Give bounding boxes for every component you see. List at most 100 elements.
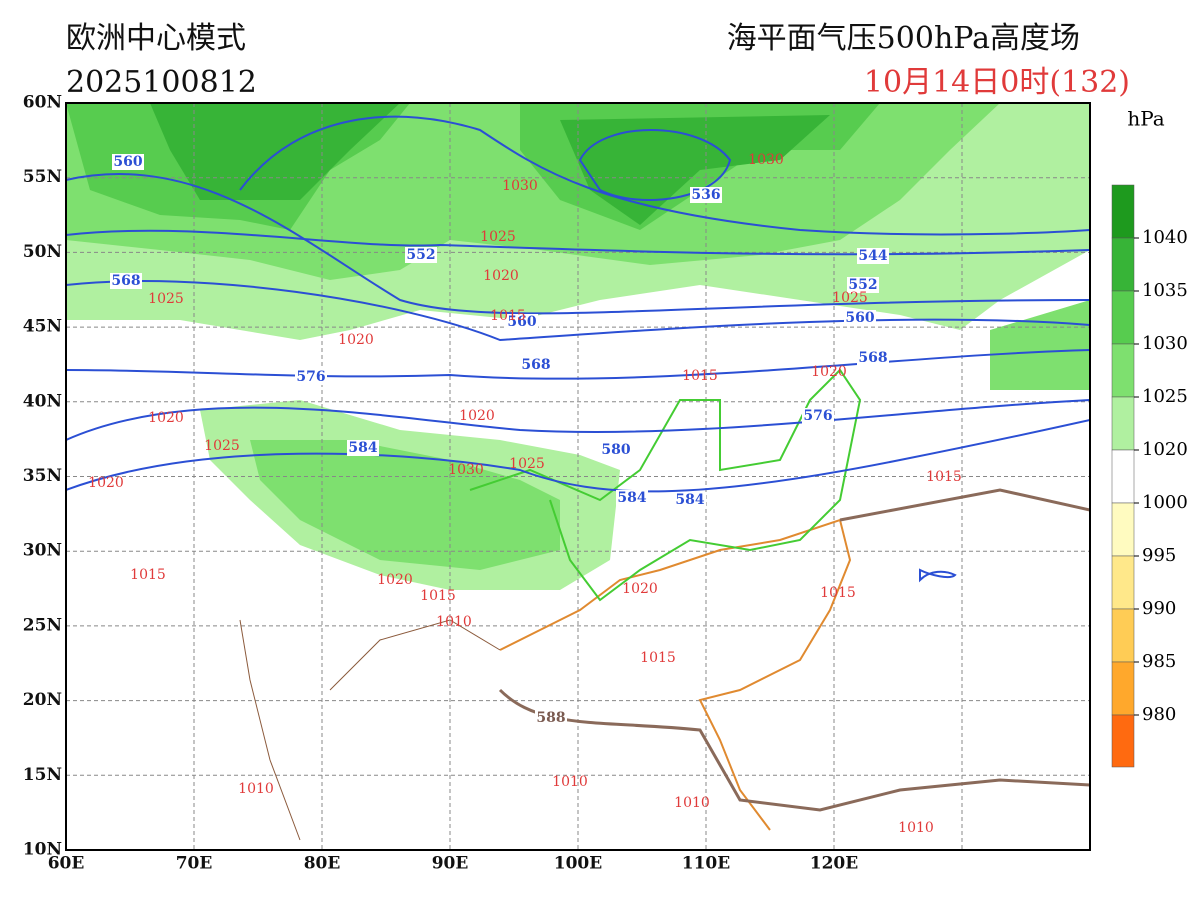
height-label: 584 bbox=[675, 492, 704, 508]
pressure-label: 1020 bbox=[377, 572, 413, 588]
colorbar-bin bbox=[1111, 290, 1135, 345]
label-bg bbox=[600, 442, 632, 458]
pressure-label: 1030 bbox=[748, 152, 784, 168]
label-bg bbox=[674, 492, 706, 508]
pressure-label: 1015 bbox=[130, 567, 166, 583]
pressure-label: 1020 bbox=[811, 364, 847, 380]
pressure-label: 1025 bbox=[509, 456, 545, 472]
colorbar-bin bbox=[1111, 661, 1135, 716]
pressure-label: 1015 bbox=[420, 588, 456, 604]
lon-label: 70E bbox=[176, 854, 213, 874]
map-frame bbox=[65, 102, 1091, 851]
pressure-label: 1025 bbox=[832, 290, 868, 306]
pressure-label: 1015 bbox=[682, 368, 718, 384]
field-name: 海平面气压500hPa高度场 bbox=[727, 21, 1080, 56]
label-bg bbox=[347, 440, 379, 456]
pressure-label: 1020 bbox=[88, 475, 124, 491]
pressure-label: 1030 bbox=[502, 178, 538, 194]
label-bg bbox=[520, 357, 552, 373]
height-label: 552 bbox=[406, 247, 435, 263]
lat-label: 45N bbox=[23, 317, 62, 337]
lon-label: 100E bbox=[554, 854, 602, 874]
label-bg bbox=[295, 369, 327, 385]
valid-time: 10月14日0时(132) bbox=[864, 65, 1130, 100]
pressure-label: 1025 bbox=[204, 438, 240, 454]
colorbar-label: 1025 bbox=[1142, 386, 1188, 407]
height-label: 584 bbox=[617, 490, 646, 506]
pressure-label: 1010 bbox=[436, 614, 472, 630]
colorbar-bin bbox=[1111, 555, 1135, 610]
colorbar-bin bbox=[1111, 237, 1135, 292]
label-bg bbox=[857, 248, 889, 264]
height-label: 568 bbox=[858, 350, 887, 366]
pressure-label: 1015 bbox=[640, 650, 676, 666]
height-label: 568 bbox=[111, 273, 140, 289]
height-label: 588 bbox=[536, 710, 565, 726]
colorbar-bin bbox=[1111, 184, 1135, 239]
height-label: 560 bbox=[845, 310, 874, 326]
lat-label: 20N bbox=[23, 690, 62, 710]
model-name: 欧洲中心模式 bbox=[66, 21, 246, 56]
label-bg bbox=[847, 277, 879, 293]
colorbar-bin bbox=[1111, 608, 1135, 663]
pressure-label: 1010 bbox=[552, 774, 588, 790]
pressure-label: 1025 bbox=[480, 229, 516, 245]
lat-label: 55N bbox=[23, 167, 62, 187]
lat-label: 60N bbox=[23, 93, 62, 113]
colorbar-label: 985 bbox=[1142, 651, 1176, 672]
label-bg bbox=[405, 247, 437, 263]
lat-label: 35N bbox=[23, 466, 62, 486]
pressure-label: 1015 bbox=[820, 585, 856, 601]
lat-label: 10N bbox=[23, 840, 62, 860]
colorbar-label: 1030 bbox=[1142, 333, 1188, 354]
colorbar-bin bbox=[1111, 343, 1135, 398]
colorbar-bin bbox=[1111, 714, 1135, 768]
label-bg bbox=[844, 310, 876, 326]
pressure-label: 1025 bbox=[148, 291, 184, 307]
colorbar-bin bbox=[1111, 396, 1135, 451]
height-label: 576 bbox=[803, 408, 832, 424]
lat-label: 30N bbox=[23, 541, 62, 561]
lon-label: 110E bbox=[682, 854, 730, 874]
height-label: 584 bbox=[348, 440, 377, 456]
label-bg bbox=[110, 273, 142, 289]
lat-label: 25N bbox=[23, 615, 62, 635]
height-label: 536 bbox=[691, 187, 720, 203]
lon-label: 60E bbox=[48, 854, 85, 874]
pressure-label: 1010 bbox=[898, 820, 934, 836]
colorbar-label: 1035 bbox=[1142, 280, 1188, 301]
colorbar-label: 1000 bbox=[1142, 492, 1188, 513]
colorbar-label: 980 bbox=[1142, 704, 1176, 725]
pressure-label: 1015 bbox=[926, 469, 962, 485]
label-bg bbox=[506, 314, 538, 330]
colorbar-bin bbox=[1111, 449, 1135, 504]
height-label: 552 bbox=[848, 277, 877, 293]
height-label: 576 bbox=[296, 369, 325, 385]
pressure-label: 1020 bbox=[459, 408, 495, 424]
label-bg bbox=[802, 408, 834, 424]
label-bg bbox=[857, 350, 889, 366]
pressure-label: 1020 bbox=[622, 581, 658, 597]
lat-label: 50N bbox=[23, 242, 62, 262]
lon-label: 90E bbox=[432, 854, 469, 874]
pressure-label: 1020 bbox=[483, 268, 519, 284]
height-label: 580 bbox=[601, 442, 630, 458]
colorbar-label: 995 bbox=[1142, 545, 1176, 566]
pressure-label: 1020 bbox=[338, 332, 374, 348]
colorbar-label: 990 bbox=[1142, 598, 1176, 619]
init-time: 2025100812 bbox=[66, 65, 257, 100]
pressure-label: 1010 bbox=[238, 781, 274, 797]
label-bg bbox=[690, 187, 722, 203]
label-bg bbox=[616, 490, 648, 506]
colorbar-label: 1040 bbox=[1142, 227, 1188, 248]
pressure-label: 1030 bbox=[448, 462, 484, 478]
colorbar-label: 1020 bbox=[1142, 439, 1188, 460]
colorbar-bin bbox=[1111, 502, 1135, 557]
height-label: 568 bbox=[521, 357, 550, 373]
lon-label: 80E bbox=[304, 854, 341, 874]
lat-label: 15N bbox=[23, 765, 62, 785]
pressure-label: 1015 bbox=[490, 308, 526, 324]
label-bg bbox=[112, 154, 144, 170]
lon-label: 120E bbox=[810, 854, 858, 874]
